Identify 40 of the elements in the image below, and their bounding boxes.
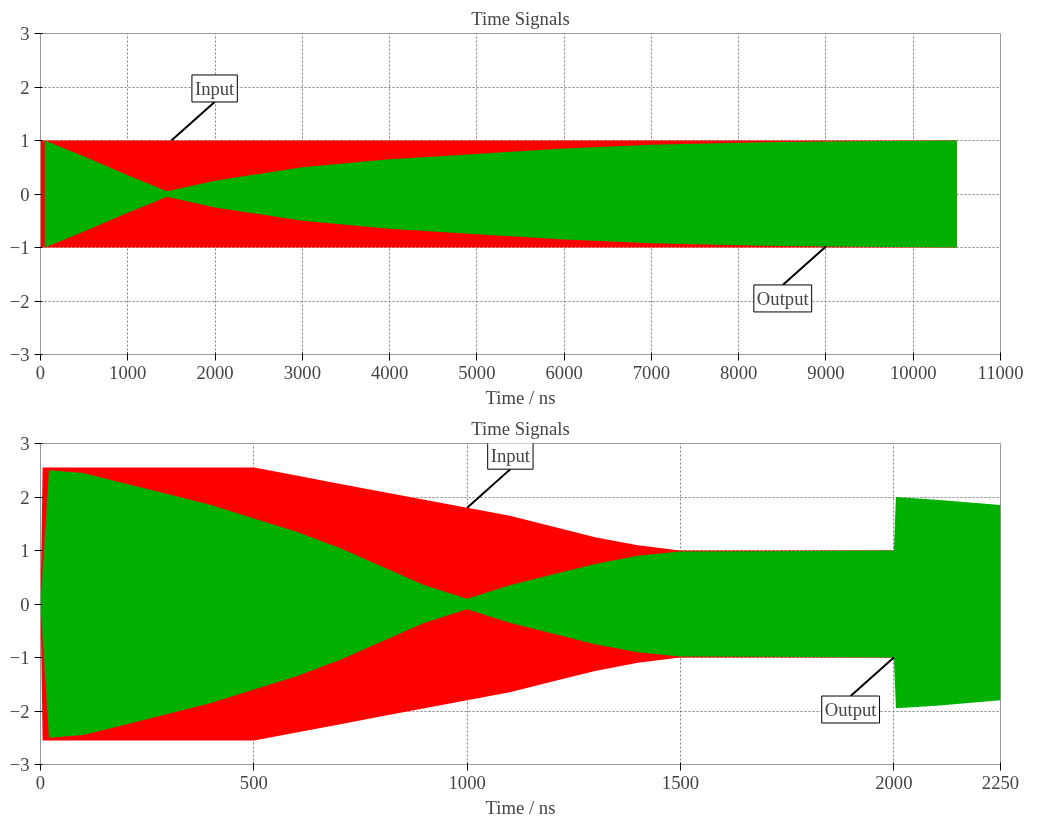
x-tick-label: 3000	[283, 361, 321, 383]
y-tick-label: −1	[9, 647, 30, 668]
x-tick-label: 0	[35, 361, 46, 383]
y-tick-label: 1	[20, 540, 30, 561]
x-tick-label: 10000	[889, 361, 937, 383]
x-tick-label: 6000	[545, 361, 583, 383]
x-tick-label: 5000	[458, 361, 496, 383]
annotation: Output	[824, 699, 878, 721]
x-axis-title: Time / ns	[485, 796, 556, 818]
annotation: Input	[490, 445, 531, 467]
y-tick-label: −2	[9, 290, 30, 312]
x-tick-label: 11000	[977, 361, 1024, 383]
y-tick-label: 2	[20, 486, 30, 508]
chart-title: Time Signals	[471, 7, 570, 29]
y-tick-label: −3	[9, 344, 30, 365]
y-tick-label: 0	[20, 183, 30, 205]
x-tick-label: 1000	[109, 361, 147, 383]
x-tick-label: 1500	[661, 771, 700, 793]
chart-title: Time Signals	[471, 417, 570, 439]
x-tick-label: 7000	[632, 361, 671, 383]
annotation: Output	[756, 287, 810, 309]
x-tick-label: 9000	[807, 361, 845, 383]
y-tick-label: 3	[20, 23, 30, 44]
x-tick-label: 2250	[981, 771, 1020, 793]
x-tick-label: 2000	[196, 361, 234, 383]
y-tick-label: 1	[20, 130, 30, 151]
y-tick-label: −2	[9, 700, 30, 722]
x-tick-label: 4000	[370, 361, 409, 383]
y-tick-label: 0	[20, 593, 30, 615]
x-tick-label: 2000	[875, 771, 913, 793]
y-tick-label: −3	[9, 754, 30, 775]
x-axis-title: Time / ns	[485, 386, 556, 408]
x-tick-label: 0	[35, 771, 46, 793]
x-tick-label: 1000	[448, 771, 486, 793]
annotation: Input	[194, 77, 236, 99]
x-tick-label: 8000	[720, 361, 758, 383]
y-tick-label: −1	[9, 237, 30, 258]
y-tick-label: 2	[20, 76, 30, 98]
x-tick-label: 500	[239, 771, 268, 793]
y-tick-label: 3	[20, 433, 30, 454]
